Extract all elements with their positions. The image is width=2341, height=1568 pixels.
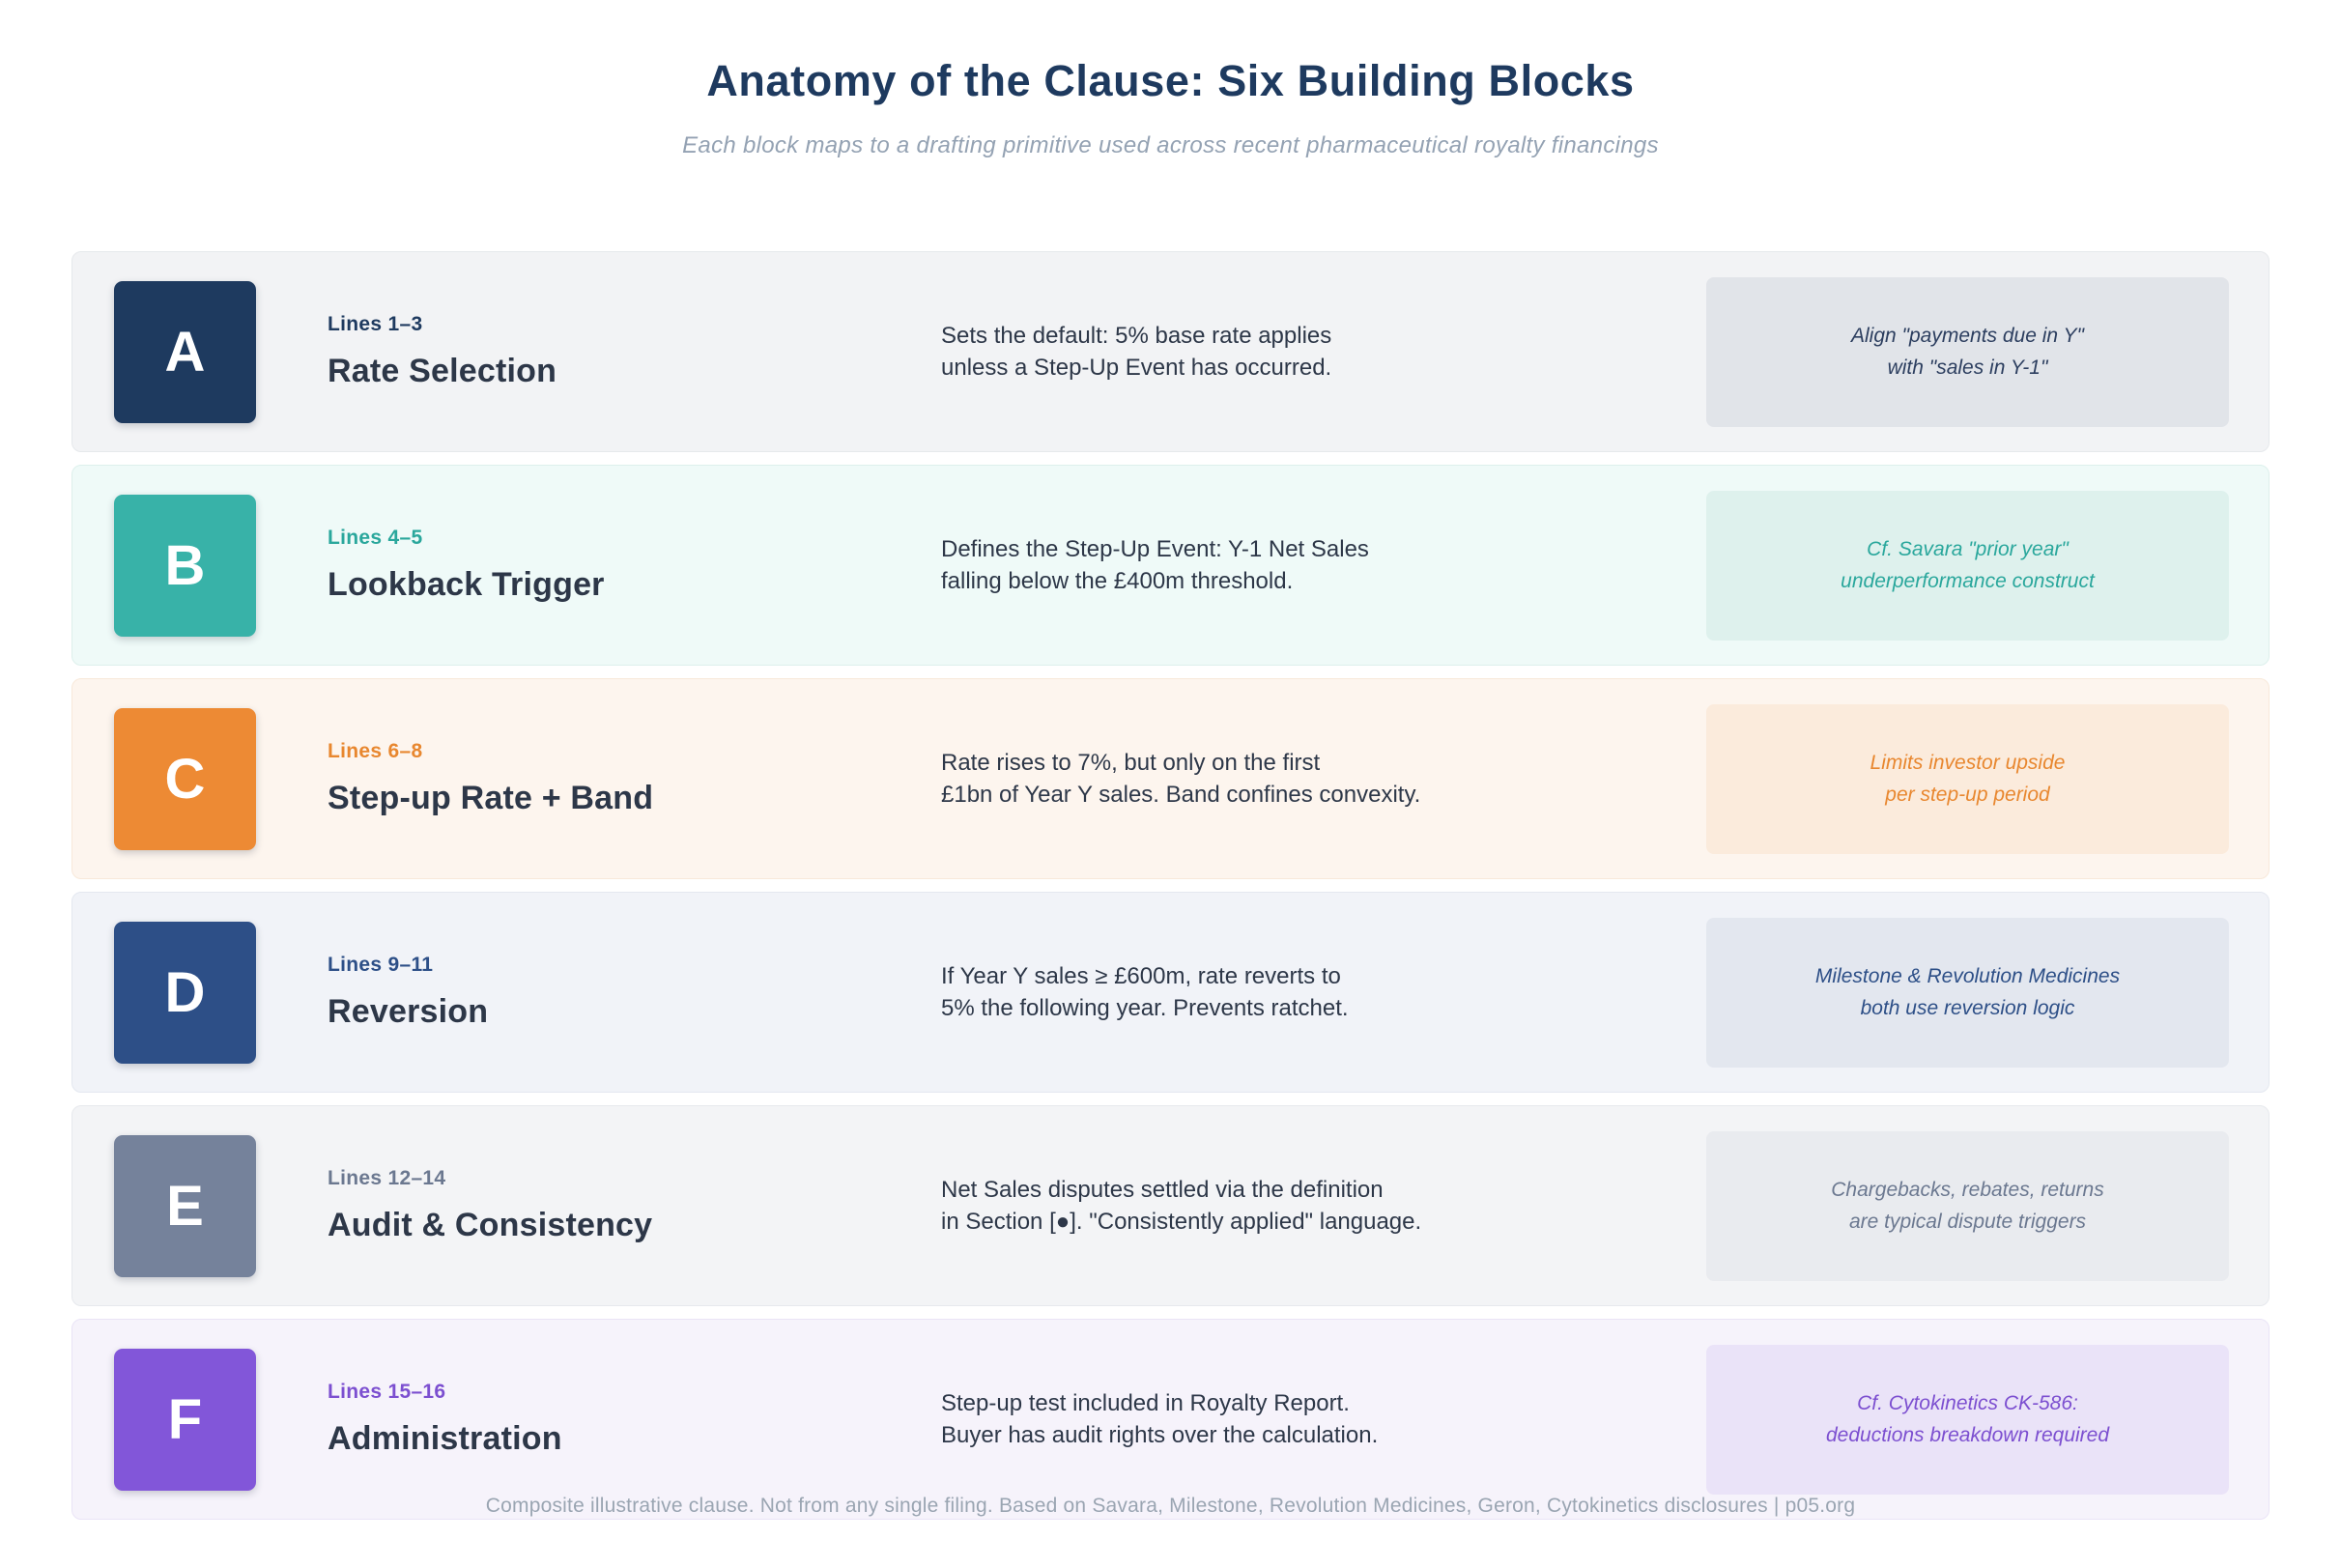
block-title: Step-up Rate + Band <box>328 780 654 816</box>
letter-badge: D <box>114 921 256 1064</box>
block-title: Reversion <box>328 993 489 1030</box>
annotation-line: are typical dispute triggers <box>1848 1211 2087 1233</box>
block-description: Rate rises to 7%, but only on the first … <box>941 747 1706 811</box>
description-line: unless a Step-Up Event has occurred. <box>941 355 1332 381</box>
annotation-box: Cf. Cytokinetics CK-586: deductions brea… <box>1706 1344 2229 1495</box>
description-line: Buyer has audit rights over the calculat… <box>941 1422 1379 1448</box>
annotation-box: Limits investor upside per step-up perio… <box>1706 703 2229 854</box>
annotation-line: Milestone & Revolution Medicines <box>1814 965 2121 987</box>
title-cell: Lines 4–5 Lookback Trigger <box>328 527 941 604</box>
letter-cell: A <box>114 280 328 423</box>
annotation-line: Align "payments due in Y" <box>1851 325 2084 347</box>
block-title: Administration <box>328 1420 562 1457</box>
annotation-line: underperformance construct <box>1841 570 2095 592</box>
block-description: If Year Y sales ≥ £600m, rate reverts to… <box>941 960 1706 1024</box>
clause-row-a: A Lines 1–3 Rate Selection Sets the defa… <box>71 251 2270 452</box>
description-line: Defines the Step-Up Event: Y-1 Net Sales <box>941 536 1369 562</box>
page-title: Anatomy of the Clause: Six Building Bloc… <box>706 56 1635 105</box>
letter-cell: B <box>114 494 328 637</box>
lines-range-label: Lines 12–14 <box>328 1167 446 1189</box>
clause-row-d: D Lines 9–11 Reversion If Year Y sales ≥… <box>71 892 2270 1093</box>
page-subtitle: Each block maps to a drafting primitive … <box>682 132 1659 158</box>
annotation-line: Chargebacks, rebates, returns <box>1831 1179 2104 1201</box>
block-title: Rate Selection <box>328 353 557 389</box>
header: Anatomy of the Clause: Six Building Bloc… <box>0 0 2341 159</box>
block-description: Step-up test included in Royalty Report.… <box>941 1387 1706 1451</box>
letter-badge: C <box>114 707 256 850</box>
letter-cell: C <box>114 707 328 850</box>
annotation-box: Cf. Savara "prior year" underperformance… <box>1706 490 2229 641</box>
description-line: 5% the following year. Prevents ratchet. <box>941 995 1349 1021</box>
description-line: Rate rises to 7%, but only on the first <box>941 750 1321 776</box>
clause-row-b: B Lines 4–5 Lookback Trigger Defines the… <box>71 465 2270 666</box>
clause-row-c: C Lines 6–8 Step-up Rate + Band Rate ris… <box>71 678 2270 879</box>
description-line: If Year Y sales ≥ £600m, rate reverts to <box>941 963 1341 989</box>
clause-row-f: F Lines 15–16 Administration Step-up tes… <box>71 1319 2270 1520</box>
title-cell: Lines 9–11 Reversion <box>328 954 941 1031</box>
annotation-box: Milestone & Revolution Medicines both us… <box>1706 917 2229 1068</box>
letter-badge: E <box>114 1134 256 1277</box>
block-description: Defines the Step-Up Event: Y-1 Net Sales… <box>941 533 1706 597</box>
annotation-box: Align "payments due in Y" with "sales in… <box>1706 276 2229 427</box>
letter-badge: B <box>114 494 256 637</box>
description-line: in Section [●]. "Consistently applied" l… <box>941 1209 1422 1235</box>
block-description: Sets the default: 5% base rate applies u… <box>941 320 1706 384</box>
block-description: Net Sales disputes settled via the defin… <box>941 1174 1706 1238</box>
description-line: Sets the default: 5% base rate applies <box>941 323 1332 349</box>
letter-cell: D <box>114 921 328 1064</box>
title-cell: Lines 1–3 Rate Selection <box>328 313 941 390</box>
block-title: Audit & Consistency <box>328 1207 653 1243</box>
description-line: Step-up test included in Royalty Report. <box>941 1390 1350 1416</box>
letter-badge: F <box>114 1348 256 1491</box>
lines-range-label: Lines 9–11 <box>328 954 434 976</box>
annotation-line: Limits investor upside <box>1870 752 2066 774</box>
description-line: £1bn of Year Y sales. Band confines conv… <box>941 782 1421 808</box>
annotation-line: with "sales in Y-1" <box>1887 356 2048 379</box>
block-title: Lookback Trigger <box>328 566 605 603</box>
title-cell: Lines 15–16 Administration <box>328 1381 941 1458</box>
lines-range-label: Lines 4–5 <box>328 527 423 549</box>
annotation-line: both use reversion logic <box>1860 997 2075 1019</box>
description-line: falling below the £400m threshold. <box>941 568 1294 594</box>
title-cell: Lines 12–14 Audit & Consistency <box>328 1167 941 1244</box>
title-cell: Lines 6–8 Step-up Rate + Band <box>328 740 941 817</box>
source-footnote: Composite illustrative clause. Not from … <box>485 1495 1856 1517</box>
clause-row-e: E Lines 12–14 Audit & Consistency Net Sa… <box>71 1105 2270 1306</box>
letter-cell: F <box>114 1348 328 1491</box>
annotation-line: Cf. Savara "prior year" <box>1867 538 2069 560</box>
annotation-box: Chargebacks, rebates, returns are typica… <box>1706 1130 2229 1281</box>
lines-range-label: Lines 15–16 <box>328 1381 446 1403</box>
clause-rows-list: A Lines 1–3 Rate Selection Sets the defa… <box>71 251 2270 1520</box>
annotation-line: Cf. Cytokinetics CK-586: <box>1857 1392 2078 1414</box>
description-line: Net Sales disputes settled via the defin… <box>941 1177 1384 1203</box>
lines-range-label: Lines 6–8 <box>328 740 423 762</box>
letter-badge: A <box>114 280 256 423</box>
annotation-line: deductions breakdown required <box>1825 1424 2110 1446</box>
lines-range-label: Lines 1–3 <box>328 313 423 335</box>
letter-cell: E <box>114 1134 328 1277</box>
annotation-line: per step-up period <box>1885 784 2050 806</box>
